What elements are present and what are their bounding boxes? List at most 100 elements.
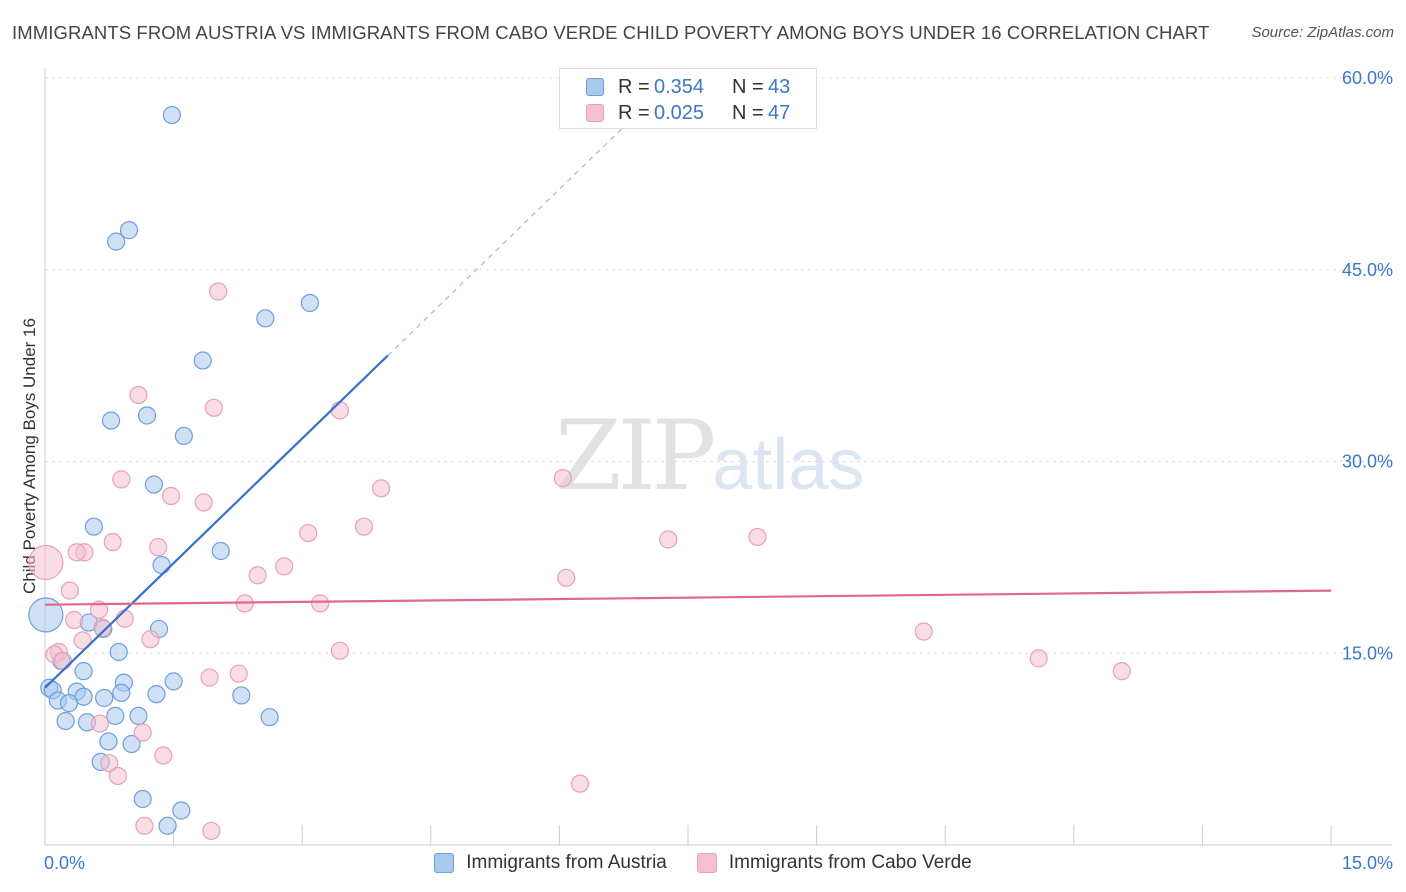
austria-point	[256, 309, 275, 328]
watermark-atlas: atlas	[712, 425, 865, 505]
source-label: Source: ZipAtlas.com	[1251, 24, 1394, 41]
legend-n-label: N =	[732, 75, 764, 98]
caboverde-point	[67, 543, 86, 562]
legend-label-caboverde: Immigrants from Cabo Verde	[728, 852, 972, 873]
caboverde-point	[115, 609, 134, 628]
caboverde-point	[103, 532, 122, 552]
caboverde-point	[53, 651, 73, 671]
watermark: ZIPatlas	[555, 400, 864, 512]
austria-point	[84, 517, 103, 536]
y-tick-label: 30.0%	[1342, 452, 1393, 472]
caboverde-point	[28, 544, 64, 581]
caboverde-point	[275, 557, 294, 576]
austria-point	[193, 351, 212, 370]
austria-point	[119, 221, 139, 240]
austria-point	[164, 672, 183, 691]
austria-point	[28, 597, 64, 633]
caboverde-point	[194, 493, 213, 512]
austria-point	[232, 686, 251, 705]
legend-swatch-caboverde	[696, 853, 717, 873]
caboverde-point	[659, 530, 678, 549]
caboverde-point	[299, 523, 318, 543]
austria-point	[107, 232, 126, 251]
austria-point	[99, 732, 118, 751]
austria-trendline	[44, 354, 389, 689]
legend-row-caboverde: R = 0.025 N = 47	[586, 101, 790, 125]
caboverde-point	[202, 821, 221, 841]
caboverde-trendline	[44, 589, 1332, 606]
austria-point	[137, 406, 157, 425]
y-tick-label: 15.0%	[1342, 643, 1393, 663]
y-tick-label: 60.0%	[1342, 68, 1393, 88]
austria-point	[144, 475, 163, 494]
legend-item-caboverde: Immigrants from Cabo Verde	[696, 852, 972, 874]
caboverde-point	[553, 469, 572, 488]
austria-point	[56, 711, 75, 731]
austria-point	[74, 662, 93, 681]
caboverde-point	[354, 517, 374, 536]
caboverde-point	[330, 641, 350, 660]
x-tick-label: 15.0%	[1342, 853, 1393, 873]
austria-point	[260, 708, 279, 727]
caboverde-point	[90, 714, 109, 733]
legend-r-label: R =	[618, 101, 650, 124]
caboverde-point	[135, 816, 154, 835]
legend-n-value: 43	[768, 75, 791, 98]
austria-point	[300, 293, 320, 313]
caboverde-point	[311, 594, 330, 613]
austria-point	[147, 685, 166, 704]
caboverde-point	[141, 630, 160, 649]
caboverde-point	[209, 282, 228, 301]
legend-swatch-caboverde	[586, 104, 604, 122]
legend-n-label: N =	[732, 101, 764, 124]
caboverde-point	[1029, 649, 1048, 668]
caboverde-point	[60, 581, 79, 600]
caboverde-point	[371, 479, 391, 498]
caboverde-point	[248, 566, 267, 585]
caboverde-point	[112, 470, 131, 489]
legend-label-austria: Immigrants from Austria	[466, 852, 667, 873]
austria-point	[174, 426, 193, 446]
chart-title: IMMIGRANTS FROM AUSTRIA VS IMMIGRANTS FR…	[12, 22, 1210, 43]
austria-point	[158, 816, 177, 835]
caboverde-point	[149, 538, 168, 557]
austria-point	[59, 694, 79, 713]
caboverde-point	[89, 600, 109, 619]
austria-point	[211, 541, 230, 561]
austria-point	[95, 688, 114, 708]
austria-point	[133, 789, 152, 809]
series-legend: Immigrants from Austria Immigrants from …	[0, 852, 1406, 874]
austria-point	[109, 642, 128, 662]
austria-point	[129, 706, 148, 725]
austria-point	[172, 801, 191, 820]
legend-r-label: R =	[618, 75, 650, 98]
caboverde-point	[93, 618, 112, 637]
legend-swatch-austria	[434, 853, 455, 873]
caboverde-point	[200, 668, 219, 687]
caboverde-point	[129, 385, 148, 405]
legend-r-value: 0.025	[654, 101, 705, 124]
legend-row-austria: R = 0.354 N = 43	[586, 75, 790, 99]
austria-point	[162, 105, 181, 125]
caboverde-point	[557, 568, 576, 587]
caboverde-point	[330, 401, 350, 420]
caboverde-point	[204, 398, 223, 417]
caboverde-point	[65, 610, 84, 630]
caboverde-point	[570, 774, 590, 793]
legend-r-value: 0.354	[654, 75, 705, 98]
caboverde-point	[748, 527, 767, 547]
caboverde-point	[133, 723, 152, 742]
caboverde-point	[1112, 662, 1131, 681]
y-tick-label: 45.0%	[1342, 260, 1393, 280]
caboverde-point	[100, 754, 119, 773]
austria-point	[122, 734, 141, 754]
caboverde-point	[914, 622, 933, 641]
caboverde-point	[229, 664, 248, 683]
austria-point	[101, 411, 121, 430]
caboverde-point	[161, 486, 181, 506]
caboverde-point	[154, 746, 173, 765]
legend-swatch-austria	[586, 78, 604, 96]
austria-point	[112, 683, 131, 702]
austria-point	[152, 555, 171, 575]
